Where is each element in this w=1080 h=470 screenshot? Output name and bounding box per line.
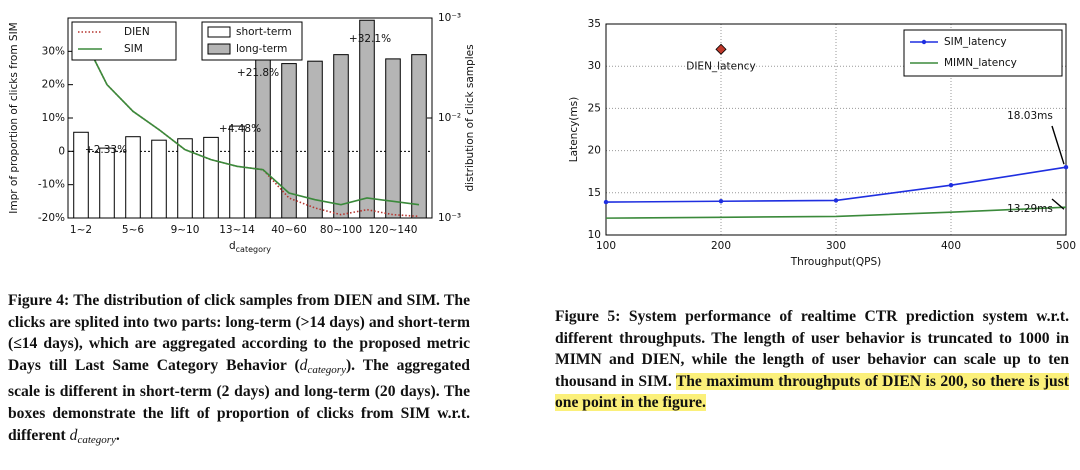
marker bbox=[1063, 165, 1069, 170]
marker bbox=[833, 198, 839, 203]
bar bbox=[333, 54, 349, 219]
y-axis-label: Impr of proportion of clicks from SIM bbox=[8, 22, 20, 213]
bar bbox=[177, 138, 193, 219]
x-tick-label: 5~6 bbox=[122, 224, 144, 236]
y2-tick-label: 10⁻² bbox=[438, 112, 461, 124]
caption-text: Figure 4: The distribution of click samp… bbox=[8, 292, 470, 374]
caption-text: . bbox=[115, 426, 120, 444]
legend-marker bbox=[921, 39, 927, 45]
legend-label: DIEN bbox=[124, 26, 150, 38]
x-tick-label: 1~2 bbox=[70, 224, 92, 236]
y2-tick-label: 10⁻³ bbox=[438, 12, 461, 24]
x-tick-label: 200 bbox=[711, 240, 731, 252]
legend-label: MIMN_latency bbox=[944, 57, 1017, 69]
y-tick-label: 0 bbox=[58, 145, 65, 157]
legend-label: SIM bbox=[124, 43, 143, 55]
legend-box bbox=[903, 29, 1063, 77]
plot-frame bbox=[605, 23, 1067, 236]
point bbox=[715, 43, 727, 55]
bar bbox=[307, 60, 323, 219]
y-tick-label: 10% bbox=[42, 112, 65, 124]
legend-swatch bbox=[207, 43, 231, 55]
figure-5-caption: Figure 5: System performance of realtime… bbox=[555, 306, 1069, 414]
x-tick-label: 120~140 bbox=[369, 224, 418, 236]
annotation-arrow bbox=[1051, 198, 1065, 210]
bar bbox=[359, 19, 375, 219]
annotation: 18.03ms bbox=[1007, 110, 1053, 122]
bar bbox=[229, 125, 245, 219]
annotation: 13.29ms bbox=[1007, 203, 1053, 215]
bar bbox=[99, 147, 115, 219]
y-tick-label: 30 bbox=[588, 60, 601, 72]
y-tick-label: 15 bbox=[588, 187, 601, 199]
annotation: +32.1% bbox=[349, 33, 391, 45]
y2-tick-label: 10⁻³ bbox=[438, 212, 461, 224]
y-tick-label: -20% bbox=[38, 212, 65, 224]
legend-label: SIM_latency bbox=[944, 36, 1007, 48]
legend-label: short-term bbox=[236, 26, 292, 38]
x-tick-label: 500 bbox=[1056, 240, 1076, 252]
caption-math: dcategory bbox=[299, 356, 346, 376]
x-axis-label: dcategory bbox=[229, 240, 271, 254]
y2-axis-label: distribution of click samples bbox=[464, 44, 476, 191]
y-tick-label: 20% bbox=[42, 79, 65, 91]
annotation: +21.8% bbox=[237, 67, 279, 79]
x-tick-label: 300 bbox=[826, 240, 846, 252]
annotation-arrow bbox=[1051, 125, 1065, 165]
y-tick-label: 30% bbox=[42, 45, 65, 57]
annotation: +2.33% bbox=[85, 144, 127, 156]
bar bbox=[385, 58, 401, 219]
y-tick-label: 20 bbox=[588, 145, 601, 157]
math-subscript: category bbox=[307, 363, 346, 376]
x-tick-label: 80~100 bbox=[320, 224, 362, 236]
x-tick-label: 9~10 bbox=[171, 224, 200, 236]
y-tick-label: 25 bbox=[588, 102, 601, 114]
line bbox=[605, 166, 1067, 203]
y-tick-label: -10% bbox=[38, 179, 65, 191]
marker bbox=[603, 199, 609, 205]
bar bbox=[281, 63, 297, 219]
caption-math: dcategory bbox=[69, 426, 116, 446]
math-symbol: d bbox=[69, 426, 78, 444]
legend-box bbox=[71, 21, 177, 61]
marker bbox=[948, 183, 954, 188]
bar bbox=[411, 54, 427, 219]
annotation: +4.48% bbox=[219, 123, 261, 135]
charts: -20% -10% 0 10% 20% 30% 10⁻³ 10⁻² 10⁻³ 1~2 5~6 9~10… bbox=[8, 12, 1076, 268]
caption-text: ). The aggregated scale is different in … bbox=[8, 356, 470, 444]
caption-text: Figure 5: System performance of realtime… bbox=[555, 308, 1069, 390]
math-subscript: category bbox=[77, 433, 116, 446]
x-tick-label: 40~60 bbox=[271, 224, 307, 236]
bar bbox=[73, 131, 89, 219]
x-label-sub: category bbox=[236, 245, 272, 254]
y-axis-label: Latency(ms) bbox=[568, 97, 580, 162]
figure-4-caption: Figure 4: The distribution of click samp… bbox=[8, 290, 470, 451]
x-tick-label: 100 bbox=[596, 240, 616, 252]
bar bbox=[125, 136, 141, 219]
y-tick-label: 10 bbox=[588, 229, 601, 241]
bar bbox=[255, 58, 271, 219]
bar bbox=[151, 139, 167, 219]
legend-swatch bbox=[207, 26, 231, 38]
x-label-main: d bbox=[229, 240, 236, 252]
math-symbol: d bbox=[299, 356, 308, 374]
x-tick-label: 13~14 bbox=[219, 224, 255, 236]
x-tick-label: 400 bbox=[941, 240, 961, 252]
x-axis-label: Throughput(QPS) bbox=[790, 256, 881, 268]
line bbox=[605, 206, 1067, 219]
line bbox=[80, 32, 420, 206]
legend-label: long-term bbox=[236, 43, 287, 55]
point-label: DIEN_latency bbox=[686, 60, 756, 72]
marker bbox=[718, 199, 724, 204]
bar bbox=[203, 136, 219, 219]
y-tick-label: 35 bbox=[588, 18, 601, 30]
watermark: 知乎 @Glenn bbox=[855, 408, 993, 433]
